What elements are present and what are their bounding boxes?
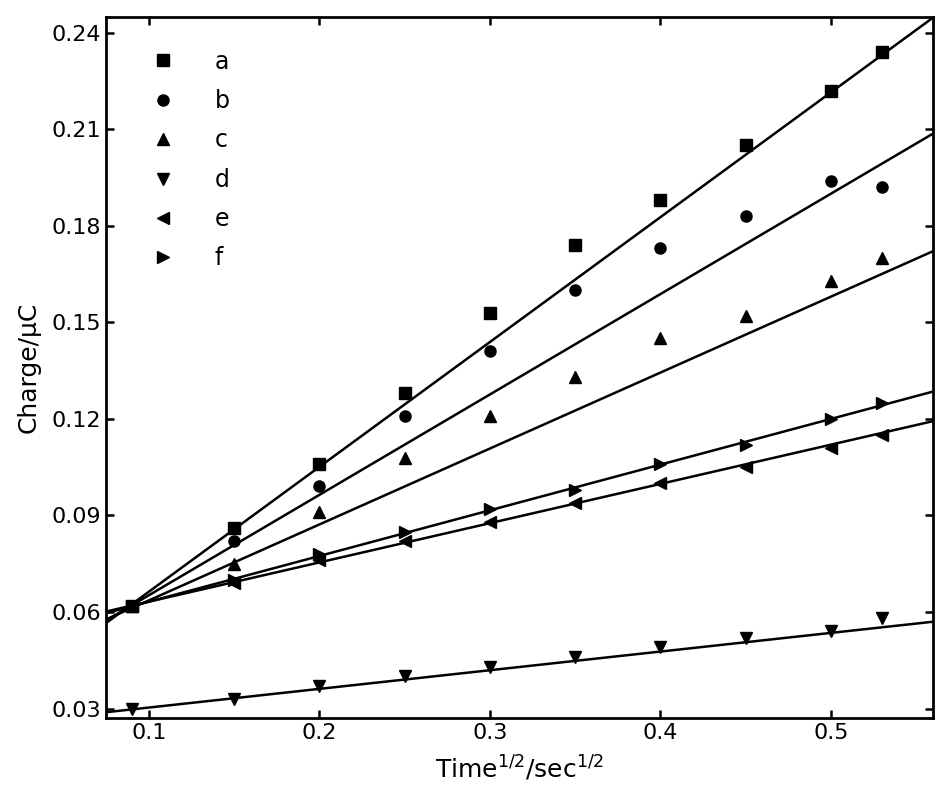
Y-axis label: Charge/μC: Charge/μC <box>17 302 41 433</box>
Legend: a, b, c, d, e, f: a, b, c, d, e, f <box>125 35 244 285</box>
X-axis label: Time$^{1/2}$/sec$^{1/2}$: Time$^{1/2}$/sec$^{1/2}$ <box>435 754 604 783</box>
